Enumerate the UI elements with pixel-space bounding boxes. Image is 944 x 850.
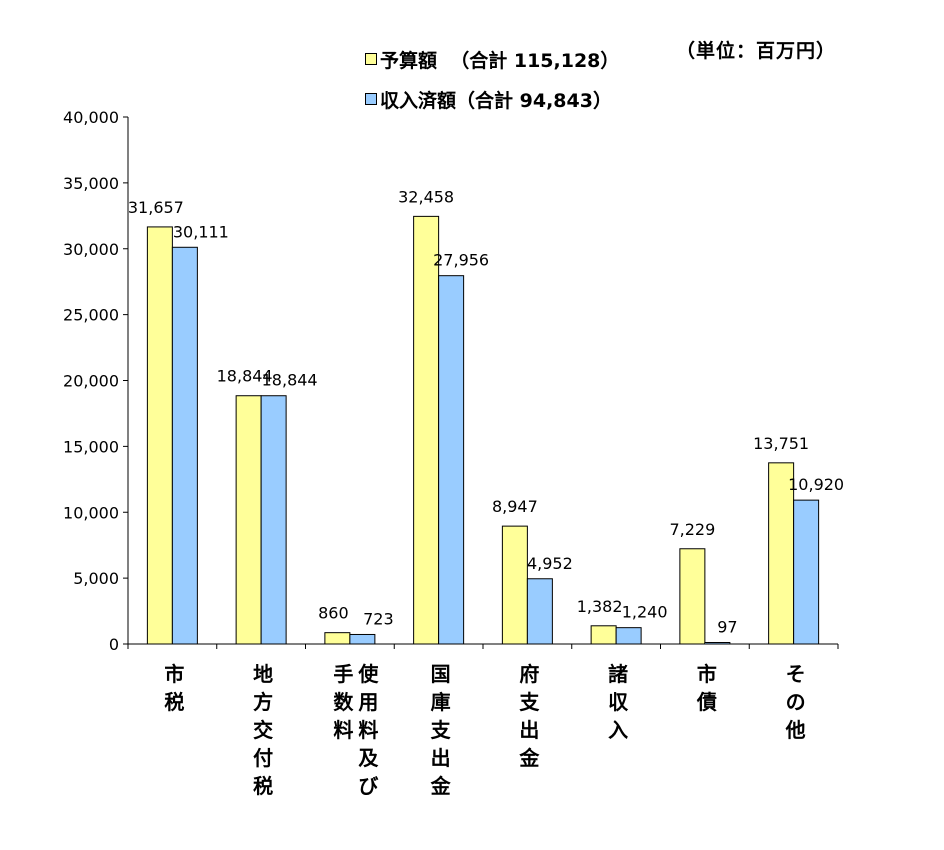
category-label: 諸収入 [607,660,629,744]
bar-revenue [438,275,465,645]
category-label-column: 府支出金 [519,662,540,770]
bar-budget [146,226,173,645]
data-label-revenue: 723 [363,609,394,628]
y-tick-label: 0 [109,635,119,654]
legend-budget-swatch [365,53,377,65]
y-tick-label: 15,000 [63,437,119,456]
data-label-budget: 7,229 [669,520,715,539]
bar-budget [324,632,351,645]
bar-budget [590,625,617,645]
bar-revenue [526,578,553,645]
y-tick-label: 35,000 [63,174,119,193]
legend-budget-total: （合計 115,128） [450,50,620,72]
bar-budget [679,548,706,645]
data-label-revenue: 1,240 [622,603,668,622]
data-label-revenue: 97 [717,618,737,637]
bar-revenue [260,395,287,645]
bar-budget [768,462,795,645]
data-label-budget: 8,947 [492,497,538,516]
legend-revenue-swatch [365,93,377,105]
category-label: 使用料及び 手数料 [332,660,379,800]
bar-revenue [615,627,642,645]
category-label-column: 諸収入 [608,662,629,742]
bar-revenue [793,499,820,645]
data-label-budget: 860 [318,604,349,623]
category-label-column: 使用料及び [358,662,379,798]
legend-budget: 予算額 （合計 115,128） [365,46,619,73]
category-label: その他 [785,660,807,744]
y-tick-label: 20,000 [63,372,119,391]
data-label-budget: 31,657 [128,198,184,217]
data-label-budget: 1,382 [577,597,623,616]
bar-budget [413,215,440,645]
category-label-column: 手数料 [333,662,354,742]
data-label-budget: 32,458 [398,187,454,206]
data-label-revenue: 4,952 [527,554,573,573]
bar-budget [235,395,262,645]
y-tick-label: 40,000 [63,108,119,127]
category-label: 国庫支出金 [430,660,452,800]
category-label-column: その他 [785,662,806,742]
y-tick-label: 30,000 [63,240,119,259]
data-label-budget: 13,751 [753,434,809,453]
unit-label: （単位：百万円） [676,40,837,62]
legend-revenue-total: （合計 94,843） [456,90,612,112]
data-label-revenue: 10,920 [788,475,844,494]
category-label: 市税 [163,660,185,716]
bar-revenue [171,246,198,645]
bar-budget [501,525,528,645]
bar-revenue [349,633,376,645]
bar-revenue [704,642,731,645]
legend-revenue-name: 収入済額 [380,90,457,112]
category-label-column: 国庫支出金 [430,662,451,798]
data-label-budget: 18,844 [217,367,273,386]
y-tick-label: 10,000 [63,503,119,522]
legend-budget-name: 予算額 [380,50,438,72]
y-tick-label: 5,000 [73,569,119,588]
data-label-revenue: 18,844 [262,371,318,390]
data-label-revenue: 27,956 [433,251,489,270]
category-label: 府支出金 [518,660,540,772]
category-label-column: 市債 [696,662,717,714]
legend-revenue: 収入済額（合計 94,843） [365,86,612,113]
category-label: 市債 [696,660,718,716]
data-label-revenue: 30,111 [173,222,229,241]
y-tick-label: 25,000 [63,306,119,325]
category-label-column: 市税 [164,662,185,714]
category-label-column: 地方交付税 [253,662,274,798]
category-label: 地方交付税 [252,660,274,800]
